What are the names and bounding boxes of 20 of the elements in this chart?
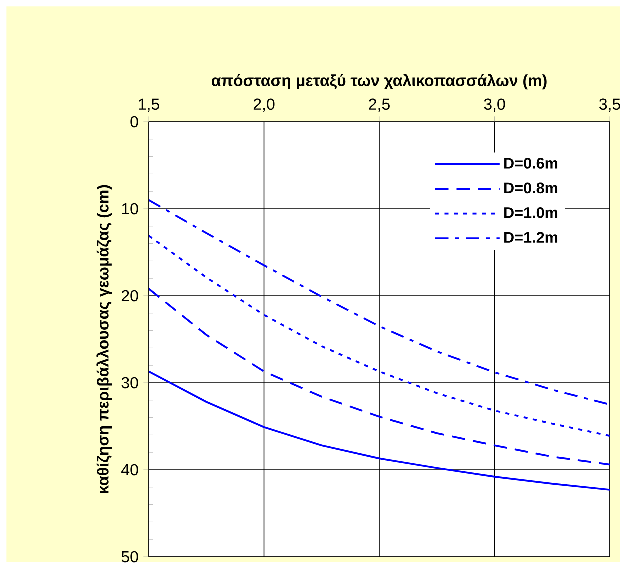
line-series bbox=[149, 199, 610, 406]
x-tick-label: 1,5 bbox=[139, 98, 160, 112]
legend-label: D=1.0m bbox=[504, 207, 558, 218]
y-tick-label: 10 bbox=[122, 203, 138, 215]
x-axis-title: απόσταση μεταξύ των χαλικοπασσάλων (m) bbox=[212, 74, 547, 90]
x-tick-label: 3,0 bbox=[484, 98, 506, 112]
x-tick-label: 3,5 bbox=[599, 98, 620, 112]
legend-label: D=1.2m bbox=[504, 232, 558, 243]
y-tick-label: 50 bbox=[122, 551, 138, 563]
y-tick-label: 30 bbox=[122, 377, 138, 389]
line-series bbox=[149, 288, 610, 466]
x-tick-label: 2,0 bbox=[254, 98, 275, 112]
y-tick-label: 40 bbox=[122, 464, 138, 476]
y-tick-label: 0 bbox=[130, 116, 138, 128]
legend-label: D=0.6m bbox=[504, 158, 558, 169]
line-series bbox=[149, 370, 610, 491]
y-tick-label: 20 bbox=[122, 290, 138, 302]
x-tick-label: 2,5 bbox=[369, 98, 390, 112]
y-axis-title: καθίζηση περιβάλλουσας γεωμάζας (cm) bbox=[96, 185, 112, 494]
legend-label: D=0.8m bbox=[504, 182, 558, 194]
